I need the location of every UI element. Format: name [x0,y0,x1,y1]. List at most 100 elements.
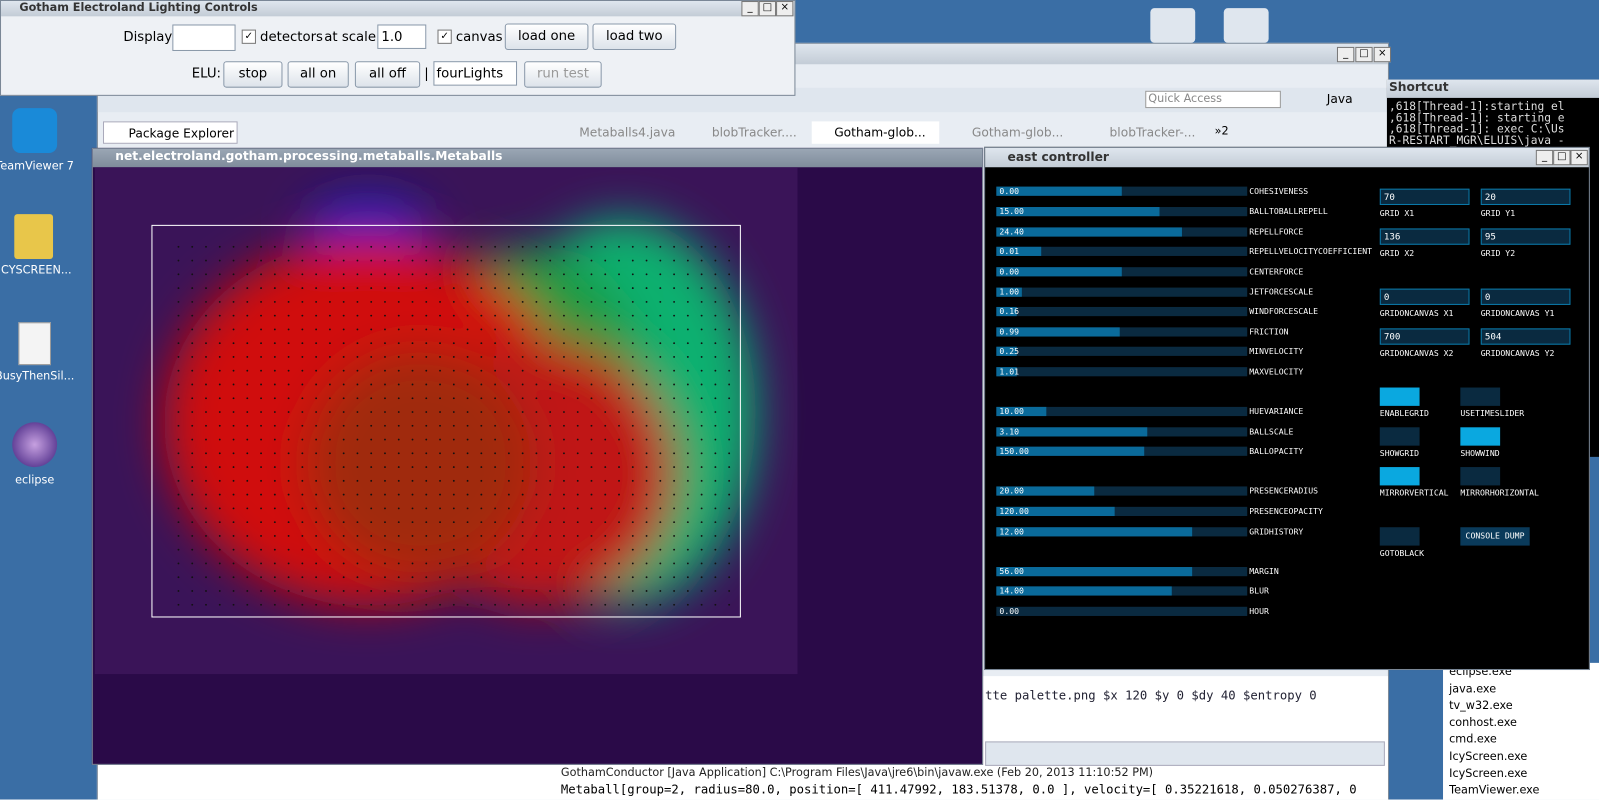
view-tab[interactable]: Package Explorer [102,121,238,144]
slider[interactable]: 150.00 [996,446,1248,456]
editor-tab[interactable]: Gotham-glob... [971,125,1064,140]
grid-dot [631,452,634,455]
display-select[interactable] [172,24,236,51]
grid-dot [673,356,676,358]
checkbox[interactable]: ✓ [437,29,452,44]
slider[interactable]: 0.16 [996,306,1248,317]
button[interactable]: all on [287,61,349,88]
grid-dot [411,466,414,468]
process-item[interactable]: tv_w32.exe [1449,698,1513,713]
slider[interactable]: 0.25 [996,346,1248,356]
icon-label[interactable]: BusyThenSil... [0,369,75,383]
grid-dot [631,314,634,317]
button[interactable]: all off [354,61,421,88]
mode-select[interactable]: fourLights [433,61,518,86]
toggle[interactable] [1460,467,1501,486]
grid-dot [673,438,676,441]
maximize[interactable]: □ [758,1,777,17]
close[interactable]: × [1373,46,1392,63]
toggle[interactable] [1460,427,1501,446]
slider[interactable]: 10.00 [996,406,1248,417]
quick-access[interactable]: Quick Access [1145,90,1281,109]
text-field[interactable]: 95 [1480,228,1571,245]
editor-tab[interactable]: blobTracker.... [711,125,797,140]
slider[interactable]: 56.00 [996,567,1248,577]
slider[interactable]: 14.00 [996,586,1248,596]
toggle[interactable] [1379,387,1420,406]
grid-dot [480,603,483,606]
gear-icon[interactable] [1223,8,1269,43]
grid-dot [439,287,441,290]
close[interactable]: × [1570,149,1588,166]
slider[interactable]: 20.00 [996,486,1248,496]
grid-dot [659,273,662,276]
process-item[interactable]: cmd.exe [1449,732,1497,746]
grid-dot [728,521,731,524]
perspective[interactable]: Java [1326,91,1353,107]
minimize[interactable]: _ [1336,46,1355,63]
close[interactable]: × [776,1,794,17]
text-field[interactable]: 20 [1480,188,1571,205]
text-field[interactable]: 700 [1379,328,1470,345]
text-field[interactable]: 136 [1379,228,1470,245]
slider[interactable]: 1.00 [996,287,1248,297]
grid-dot [466,356,469,358]
grid-dot [645,479,648,482]
slider[interactable]: 0.00 [996,267,1248,277]
file-icon[interactable] [18,322,51,366]
grid-dot [411,452,414,455]
icon-label[interactable]: TeamViewer 7 [0,159,74,173]
button[interactable]: CONSOLE DUMP [1460,527,1530,546]
text-field[interactable]: 0 [1379,288,1470,305]
slider[interactable]: 3.10 [996,427,1248,437]
editor-tab[interactable]: Metaballs4.java [579,125,676,140]
process-item[interactable]: TeamViewer.exe [1449,783,1540,797]
toggle[interactable] [1460,387,1501,406]
icyscreen-icon[interactable] [14,214,54,260]
maximize[interactable]: □ [1355,46,1373,63]
slider[interactable]: 0.00 [996,606,1248,616]
slider[interactable]: 24.40 [996,227,1248,237]
text-field[interactable]: 504 [1480,328,1571,345]
slider[interactable]: 12.00 [996,527,1248,537]
slider[interactable]: 0.99 [996,327,1248,337]
process-item[interactable]: conhost.exe [1449,715,1517,729]
grid-dot [328,342,331,345]
icon-label[interactable]: eclipse [15,473,55,487]
process-item[interactable]: IcyScreen.exe [1449,749,1528,763]
editor-tab[interactable]: blobTracker-... [1109,125,1196,140]
minimize[interactable]: _ [741,1,759,17]
button[interactable]: stop [223,61,283,88]
toggle[interactable] [1379,467,1420,486]
button[interactable]: run test [524,61,602,88]
grid-dot [700,383,703,386]
grid-dot [563,479,565,482]
teamviewer-icon[interactable] [12,108,58,153]
eclipse-icon[interactable] [12,422,58,468]
process-item[interactable]: java.exe [1449,681,1497,696]
icon-label[interactable]: ICYSCREEN... [0,263,72,277]
button[interactable]: load two [592,23,677,50]
minimize[interactable]: _ [1535,149,1554,166]
grid-dot [260,287,262,290]
slider[interactable]: 1.01 [996,367,1248,377]
slider[interactable]: 120.00 [996,506,1248,517]
gear-icon[interactable] [1150,8,1196,43]
toggle[interactable] [1379,527,1420,546]
slider[interactable]: 0.01 [996,246,1248,256]
checkbox[interactable]: ✓ [241,29,256,44]
editor-tab[interactable]: Gotham-glob... [811,121,940,144]
grid-dot [191,534,194,537]
grid-dot [714,342,717,345]
slider[interactable]: 0.00 [996,186,1248,196]
text-field[interactable]: 0 [1480,288,1571,305]
text-field[interactable]: 70 [1379,188,1470,205]
slider[interactable]: 15.00 [996,207,1248,217]
scale-select[interactable]: 1.0 [377,24,427,49]
button[interactable]: load one [504,23,589,50]
tab-overflow[interactable]: »2 [1214,124,1229,138]
process-item[interactable]: IcyScreen.exe [1449,766,1528,780]
maximize[interactable]: □ [1553,149,1571,166]
toggle[interactable] [1379,427,1420,446]
grid-dot [411,590,414,592]
